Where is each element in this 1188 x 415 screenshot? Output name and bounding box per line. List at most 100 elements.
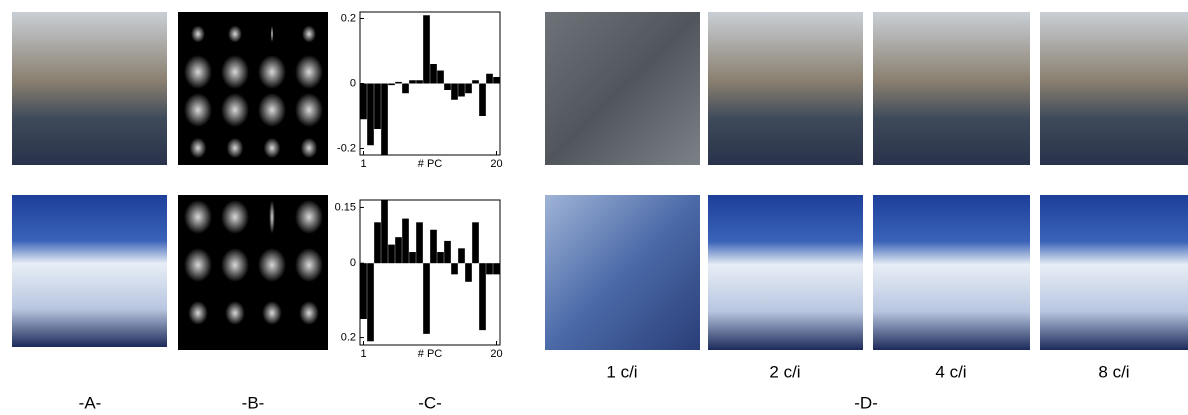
bar (444, 240, 451, 264)
panel-label: -A- (79, 393, 102, 412)
spectrum-blob (302, 25, 316, 43)
bar (444, 83, 451, 90)
spectrum-blob (184, 93, 212, 127)
y-tick-label: 0 (350, 77, 356, 89)
bar (395, 81, 402, 84)
plot-frame (359, 199, 501, 346)
reconstruction-7 (873, 195, 1030, 350)
bar (430, 229, 437, 264)
scale-label: 1 c/i (606, 362, 637, 381)
bar (416, 80, 423, 84)
bar (367, 83, 374, 146)
spectrum-blob (295, 200, 323, 234)
spectrum-blob (226, 137, 244, 159)
spectrum-blob (184, 200, 212, 234)
bar (360, 83, 367, 120)
x-axis-label: # PC (418, 158, 443, 170)
bar (374, 222, 381, 264)
spectrum-blob (258, 55, 286, 89)
x-tick-label: 1 (360, 158, 366, 170)
bar (395, 237, 402, 264)
bar (458, 83, 465, 97)
bar (486, 263, 493, 275)
spectrum-blob (221, 200, 249, 234)
bar (493, 263, 500, 275)
spectrum-blob (258, 93, 286, 127)
x-tick-label: 20 (490, 158, 502, 170)
bar (437, 252, 444, 264)
spectrum-blob (270, 25, 274, 43)
bar (472, 80, 479, 84)
spectrum-blob (228, 25, 242, 43)
bar (381, 83, 388, 155)
bar (402, 83, 409, 94)
panel-label: -B- (242, 393, 265, 412)
photo-mountain (12, 195, 167, 347)
bar (374, 83, 381, 129)
spectrum-blob (299, 301, 319, 325)
spectrum-blob (221, 55, 249, 89)
bar (423, 263, 430, 334)
reconstruction-8 (1040, 195, 1188, 350)
bar (402, 218, 409, 264)
bar (451, 83, 458, 100)
bar (367, 263, 374, 342)
y-tick-label: 0 (350, 257, 356, 269)
spectrum-blob (191, 25, 205, 43)
spectrum-blob (188, 301, 208, 325)
bar (465, 263, 472, 282)
x-axis-label: # PC (418, 348, 443, 360)
plot-frame (359, 11, 501, 156)
reconstruction-5 (545, 195, 700, 350)
bar (381, 200, 388, 264)
bar (423, 15, 430, 84)
reconstruction-3 (873, 12, 1030, 165)
spectrum-blob (295, 248, 323, 282)
spectrum-blob (295, 93, 323, 127)
reconstruction-6 (708, 195, 863, 350)
bar (472, 222, 479, 264)
bar (486, 73, 493, 84)
spectrum-blob (184, 248, 212, 282)
scale-label: 8 c/i (1098, 362, 1129, 381)
spectrum-blob (269, 200, 275, 234)
x-tick-label: 1 (360, 348, 366, 360)
bar (409, 80, 416, 84)
bar (493, 77, 500, 84)
bar (409, 252, 416, 264)
bar (465, 83, 472, 94)
spectrum-blob (184, 55, 212, 89)
spectrum-blob (221, 248, 249, 282)
spectrum-blob (189, 137, 207, 159)
bar (451, 263, 458, 275)
spectrum-blob (221, 93, 249, 127)
bar (430, 64, 437, 84)
reconstruction-1 (545, 12, 700, 165)
bar (388, 83, 395, 86)
bar (360, 263, 367, 319)
panel-label: -D- (854, 393, 878, 412)
y-tick-label: 0.2 (341, 12, 356, 24)
photo-street (12, 12, 167, 165)
y-tick-label: 0.15 (335, 201, 356, 213)
y-tick-label: 0.2 (341, 331, 356, 343)
scale-label: 2 c/i (769, 362, 800, 381)
bar (479, 263, 486, 331)
reconstruction-4 (1040, 12, 1188, 165)
panel-label: -C- (418, 393, 442, 412)
reconstruction-2 (708, 12, 863, 165)
bar (388, 244, 395, 264)
spectrum-blob (263, 137, 281, 159)
x-tick-label: 20 (490, 348, 502, 360)
spectrum-blob (295, 55, 323, 89)
bar (458, 248, 465, 264)
y-tick-label: -0.2 (337, 142, 356, 154)
bar (437, 70, 444, 84)
spectrum-blob (258, 248, 286, 282)
spectrum-blob (300, 137, 318, 159)
spectrum-blob (225, 301, 245, 325)
bar (416, 222, 423, 264)
bar (479, 83, 486, 116)
scale-label: 4 c/i (935, 362, 966, 381)
